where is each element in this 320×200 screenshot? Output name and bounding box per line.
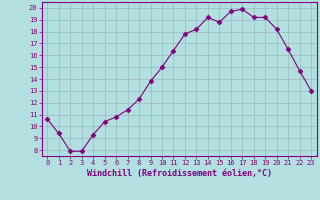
X-axis label: Windchill (Refroidissement éolien,°C): Windchill (Refroidissement éolien,°C) bbox=[87, 169, 272, 178]
